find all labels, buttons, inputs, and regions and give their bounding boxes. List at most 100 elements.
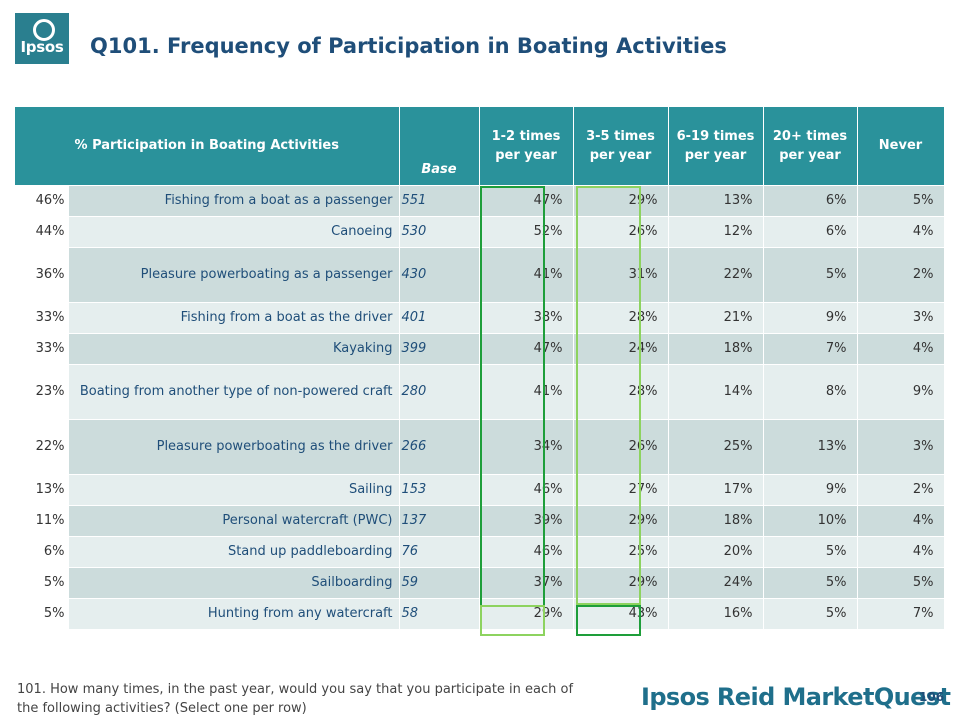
activity-label: Stand up paddleboarding	[68, 535, 400, 567]
table-header-row: % Participation in Boating Activities Ba…	[15, 107, 945, 185]
participation-pct: 6%	[15, 535, 69, 567]
table-row: 46% Fishing from a boat as a passenger 551…	[15, 184, 945, 216]
value-6-19-times: 20%	[668, 535, 764, 567]
value-1-2-times: 29%	[479, 597, 574, 629]
base-count: 153	[399, 473, 480, 505]
value-1-2-times: 46%	[479, 535, 574, 567]
value-3-5-times: 26%	[573, 418, 669, 474]
value-3-5-times: 24%	[573, 332, 669, 364]
base-count: 401	[399, 301, 480, 333]
value-6-19-times: 18%	[668, 332, 764, 364]
value-never: 4%	[857, 215, 945, 247]
value-6-19-times: 14%	[668, 363, 764, 419]
header-20-plus-times: 20+ times per year	[763, 107, 858, 185]
value-20-plus-times: 5%	[763, 535, 858, 567]
value-never: 5%	[857, 184, 945, 216]
participation-pct: 22%	[15, 418, 69, 474]
value-20-plus-times: 5%	[763, 597, 858, 629]
value-never: 3%	[857, 418, 945, 474]
participation-pct: 33%	[15, 301, 69, 333]
value-3-5-times: 26%	[573, 215, 669, 247]
participation-pct: 36%	[15, 246, 69, 302]
activity-label: Canoeing	[68, 215, 400, 247]
value-never: 9%	[857, 363, 945, 419]
brand-logo: Ipsos Reid MarketQuest	[641, 683, 951, 711]
value-3-5-times: 29%	[573, 504, 669, 536]
base-count: 430	[399, 246, 480, 302]
table-row: 33% Fishing from a boat as the driver 401 3…	[15, 301, 945, 333]
table-row: 44% Canoeing 530 52% 26% 12% 6% 4%	[15, 215, 945, 247]
value-1-2-times: 47%	[479, 184, 574, 216]
participation-pct: 11%	[15, 504, 69, 536]
participation-pct: 13%	[15, 473, 69, 505]
value-3-5-times: 28%	[573, 363, 669, 419]
value-3-5-times: 29%	[573, 184, 669, 216]
value-6-19-times: 25%	[668, 418, 764, 474]
value-1-2-times: 47%	[479, 332, 574, 364]
header-3-5-times: 3-5 times per year	[573, 107, 669, 185]
participation-table: % Participation in Boating Activities Ba…	[15, 107, 945, 629]
value-never: 4%	[857, 535, 945, 567]
activity-label: Sailboarding	[68, 566, 400, 598]
table-row: 22% Pleasure powerboating as the driver 26…	[15, 418, 945, 474]
table-row: 36% Pleasure powerboating as a passenger 4…	[15, 246, 945, 302]
activity-label: Fishing from a boat as a passenger	[68, 184, 400, 216]
value-20-plus-times: 7%	[763, 332, 858, 364]
participation-pct: 46%	[15, 184, 69, 216]
activity-label: Boating from another type of non-powered…	[68, 363, 400, 419]
value-6-19-times: 22%	[668, 246, 764, 302]
base-count: 530	[399, 215, 480, 247]
logo-text: Ipsos	[20, 38, 64, 56]
value-20-plus-times: 5%	[763, 246, 858, 302]
ipsos-logo: Ipsos	[15, 13, 69, 64]
header-1-2-times: 1-2 times per year	[479, 107, 574, 185]
activity-label: Personal watercraft (PWC)	[68, 504, 400, 536]
value-never: 2%	[857, 246, 945, 302]
value-6-19-times: 18%	[668, 504, 764, 536]
value-1-2-times: 52%	[479, 215, 574, 247]
participation-pct: 5%	[15, 597, 69, 629]
value-1-2-times: 46%	[479, 473, 574, 505]
value-never: 4%	[857, 504, 945, 536]
value-never: 2%	[857, 473, 945, 505]
value-never: 5%	[857, 566, 945, 598]
value-20-plus-times: 6%	[763, 215, 858, 247]
value-never: 3%	[857, 301, 945, 333]
base-count: 280	[399, 363, 480, 419]
header-participation: % Participation in Boating Activities	[15, 107, 400, 185]
footnote: 101. How many times, in the past year, w…	[17, 682, 574, 716]
base-count: 59	[399, 566, 480, 598]
value-20-plus-times: 9%	[763, 301, 858, 333]
value-20-plus-times: 6%	[763, 184, 858, 216]
base-count: 266	[399, 418, 480, 474]
value-6-19-times: 24%	[668, 566, 764, 598]
value-20-plus-times: 8%	[763, 363, 858, 419]
base-count: 76	[399, 535, 480, 567]
value-3-5-times: 29%	[573, 566, 669, 598]
value-20-plus-times: 10%	[763, 504, 858, 536]
value-1-2-times: 34%	[479, 418, 574, 474]
value-1-2-times: 41%	[479, 246, 574, 302]
value-6-19-times: 21%	[668, 301, 764, 333]
table-row: 23% Boating from another type of non-powe…	[15, 363, 945, 419]
value-1-2-times: 41%	[479, 363, 574, 419]
value-1-2-times: 37%	[479, 566, 574, 598]
table-row: 6% Stand up paddleboarding 76 46% 25% 20% 5% 4%	[15, 535, 945, 567]
participation-pct: 5%	[15, 566, 69, 598]
base-count: 58	[399, 597, 480, 629]
activity-label: Fishing from a boat as the driver	[68, 301, 400, 333]
value-20-plus-times: 5%	[763, 566, 858, 598]
value-never: 7%	[857, 597, 945, 629]
value-3-5-times: 31%	[573, 246, 669, 302]
activity-label: Pleasure powerboating as a passenger	[68, 246, 400, 302]
header-6-19-times: 6-19 times per year	[668, 107, 764, 185]
value-6-19-times: 17%	[668, 473, 764, 505]
activity-label: Kayaking	[68, 332, 400, 364]
value-1-2-times: 39%	[479, 504, 574, 536]
base-count: 551	[399, 184, 480, 216]
participation-pct: 23%	[15, 363, 69, 419]
value-6-19-times: 16%	[668, 597, 764, 629]
header-base: Base	[399, 107, 480, 185]
value-6-19-times: 12%	[668, 215, 764, 247]
page-number: 106	[919, 690, 945, 704]
